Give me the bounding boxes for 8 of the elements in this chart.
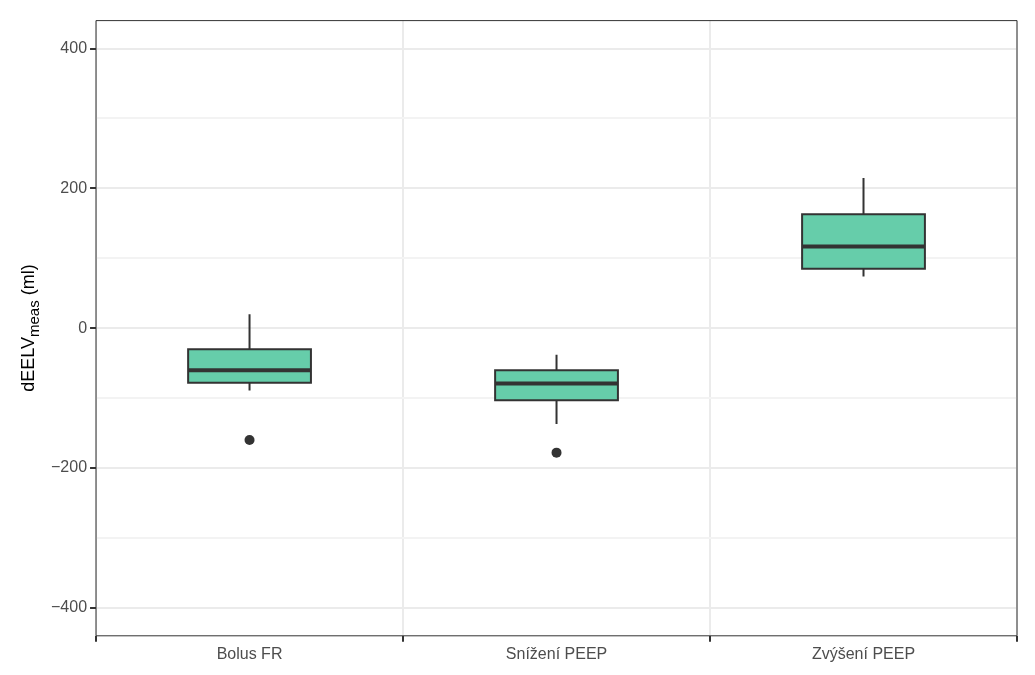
x-tick-label: Bolus FR [216,644,283,662]
x-tick-label: Snížení PEEP [505,644,608,662]
x-tick-label: Zvýšení PEEP [811,644,916,662]
y-tick-label: 400 [60,38,88,56]
y-tick-label: 0 [78,318,88,336]
y-tick-label: 200 [60,178,88,196]
y-tick-label: −200 [50,458,88,476]
y-tick-label: −400 [50,598,88,616]
